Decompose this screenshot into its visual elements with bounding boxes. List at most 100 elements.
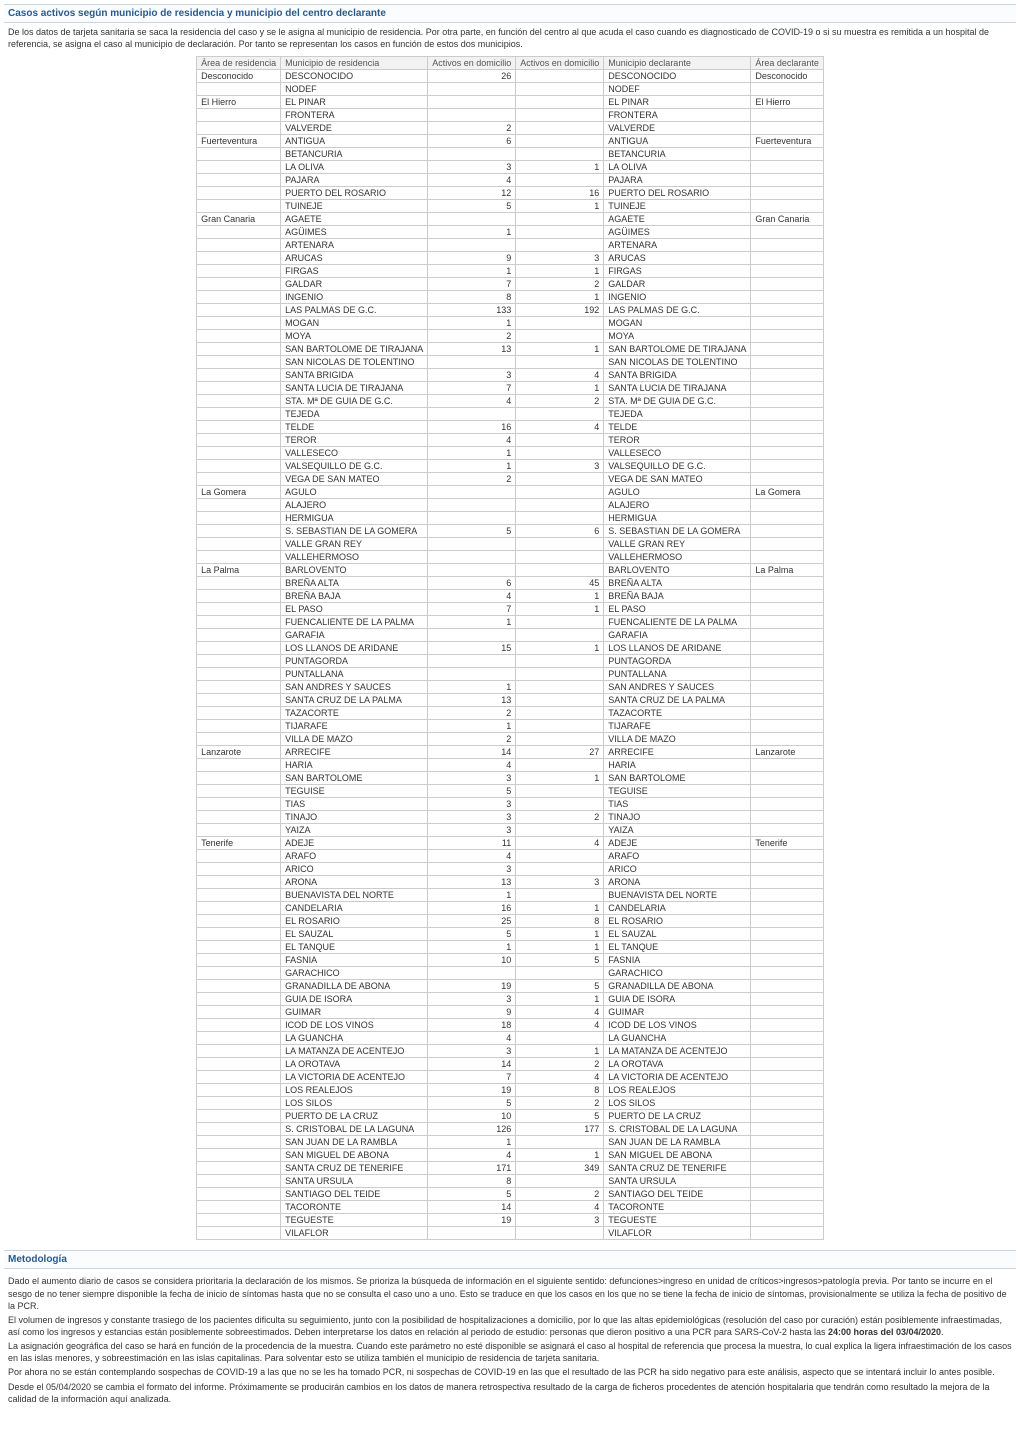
table-cell: ICOD DE LOS VINOS [604, 1019, 751, 1032]
table-cell: MOGAN [604, 317, 751, 330]
table-row: LA GUANCHA4LA GUANCHA [197, 1032, 824, 1045]
table-header-row: Área de residenciaMunicipio de residenci… [197, 57, 824, 70]
section-title: Casos activos según municipio de residen… [4, 4, 1016, 23]
table-cell [428, 499, 516, 512]
table-cell: GUIMAR [604, 1006, 751, 1019]
table-cell: ARAFO [281, 850, 428, 863]
table-cell: FUENCALIENTE DE LA PALMA [281, 616, 428, 629]
table-row: BREÑA ALTA645BREÑA ALTA [197, 577, 824, 590]
table-cell: CANDELARIA [604, 902, 751, 915]
table-cell: SAN MIGUEL DE ABONA [281, 1149, 428, 1162]
table-cell [428, 356, 516, 369]
table-cell: 1 [516, 590, 604, 603]
table-row: MOGAN1MOGAN [197, 317, 824, 330]
table-cell: ARICO [604, 863, 751, 876]
table-cell: SAN ANDRES Y SAUCES [281, 681, 428, 694]
table-cell: 192 [516, 304, 604, 317]
table-cell [751, 668, 824, 681]
table-cell: 5 [428, 1097, 516, 1110]
table-cell: 10 [428, 954, 516, 967]
table-cell: EL PINAR [281, 96, 428, 109]
table-cell [197, 161, 281, 174]
table-cell: PUERTO DEL ROSARIO [604, 187, 751, 200]
table-row: ARONA133ARONA [197, 876, 824, 889]
table-cell: 2 [516, 395, 604, 408]
table-row: SANTA CRUZ DE LA PALMA13SANTA CRUZ DE LA… [197, 694, 824, 707]
table-cell: 1 [516, 1149, 604, 1162]
table-cell [751, 772, 824, 785]
table-cell [197, 1097, 281, 1110]
table-cell: 1 [428, 616, 516, 629]
table-cell: VEGA DE SAN MATEO [604, 473, 751, 486]
table-cell: 4 [428, 1149, 516, 1162]
table-row: El HierroEL PINAREL PINAREl Hierro [197, 96, 824, 109]
table-cell [197, 1006, 281, 1019]
table-row: LA VICTORIA DE ACENTEJO74LA VICTORIA DE … [197, 1071, 824, 1084]
table-cell [428, 213, 516, 226]
table-cell [751, 824, 824, 837]
table-cell: 5 [428, 200, 516, 213]
table-cell [516, 109, 604, 122]
table-cell [751, 239, 824, 252]
table-cell: SAN MIGUEL DE ABONA [604, 1149, 751, 1162]
table-cell: 18 [428, 1019, 516, 1032]
table-cell: 16 [428, 421, 516, 434]
table-row: BUENAVISTA DEL NORTE1BUENAVISTA DEL NORT… [197, 889, 824, 902]
table-cell [197, 421, 281, 434]
table-cell: El Hierro [751, 96, 824, 109]
table-cell [197, 473, 281, 486]
table-cell: 8 [428, 291, 516, 304]
table-cell: 3 [516, 1214, 604, 1227]
table-cell: 7 [428, 603, 516, 616]
table-cell: VALLE GRAN REY [604, 538, 751, 551]
table-cell [751, 785, 824, 798]
table-cell [516, 447, 604, 460]
table-cell [516, 759, 604, 772]
table-cell [197, 954, 281, 967]
table-cell: La Palma [751, 564, 824, 577]
table-header-cell: Activos en domicilio [516, 57, 604, 70]
table-cell: LAS PALMAS DE G.C. [281, 304, 428, 317]
table-header-cell: Municipio declarante [604, 57, 751, 70]
table-cell: SAN NICOLAS DE TOLENTINO [281, 356, 428, 369]
table-cell: 5 [516, 1110, 604, 1123]
table-cell: Lanzarote [197, 746, 281, 759]
table-cell: Desconocido [197, 70, 281, 83]
table-row: EL TANQUE11EL TANQUE [197, 941, 824, 954]
table-cell [516, 967, 604, 980]
table-cell: TUINEJE [604, 200, 751, 213]
table-cell: TEJEDA [281, 408, 428, 421]
table-cell: 1 [516, 343, 604, 356]
table-cell [197, 317, 281, 330]
table-cell [751, 1214, 824, 1227]
table-cell: SAN NICOLAS DE TOLENTINO [604, 356, 751, 369]
table-cell: 3 [428, 161, 516, 174]
table-cell: GRANADILLA DE ABONA [604, 980, 751, 993]
table-row: GARAFIAGARAFIA [197, 629, 824, 642]
table-cell: Desconocido [751, 70, 824, 83]
table-row: MOYA2MOYA [197, 330, 824, 343]
table-cell: 14 [428, 1058, 516, 1071]
table-cell: PUNTALLANA [281, 668, 428, 681]
table-cell [197, 499, 281, 512]
table-cell: TELDE [604, 421, 751, 434]
table-cell: 4 [516, 1201, 604, 1214]
table-cell: GUIA DE ISORA [281, 993, 428, 1006]
table-cell: SANTA CRUZ DE TENERIFE [281, 1162, 428, 1175]
table-row: BREÑA BAJA41BREÑA BAJA [197, 590, 824, 603]
table-cell [751, 460, 824, 473]
table-cell: 5 [428, 1188, 516, 1201]
table-cell [751, 408, 824, 421]
table-cell: AGAETE [281, 213, 428, 226]
table-row: TIAS3TIAS [197, 798, 824, 811]
table-row: TenerifeADEJE114ADEJETenerife [197, 837, 824, 850]
table-cell: 27 [516, 746, 604, 759]
table-cell [516, 1032, 604, 1045]
table-cell [516, 863, 604, 876]
table-cell: 2 [428, 733, 516, 746]
table-cell [197, 551, 281, 564]
table-cell: 3 [428, 863, 516, 876]
table-cell [751, 1149, 824, 1162]
table-cell [751, 902, 824, 915]
table-cell [751, 109, 824, 122]
